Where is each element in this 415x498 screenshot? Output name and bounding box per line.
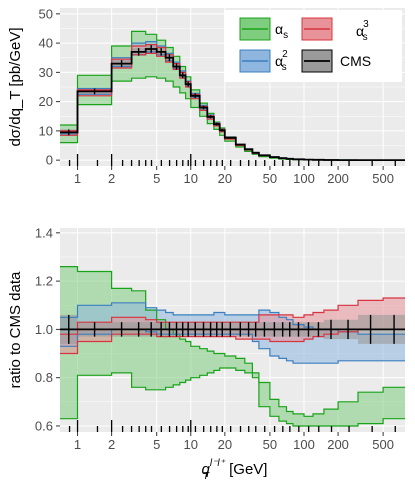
x-tick-label: 500: [372, 171, 394, 186]
x-tick-label: 1: [74, 437, 81, 452]
legend-entry-alpha-s2: α2 s: [239, 49, 288, 73]
x-axis-label: ql⁻l⁺ T [GeV]: [202, 458, 268, 482]
x-tick-label: 200: [327, 171, 349, 186]
line-high-alpha-s: [60, 266, 405, 417]
legend-label-alpha-s2: α2 s: [275, 49, 288, 73]
top-y-tick-labels: 0 10 20 30 40 50: [39, 6, 60, 168]
bottom-panel: 0.6 0.8 1.0 1.2 1.4 1 2 5 10 20 50 100 200 500 ratio…: [7, 225, 405, 482]
x-tick-label: 50: [263, 171, 277, 186]
y-tick-label: 40: [39, 36, 53, 51]
top-y-axis-label: dσ/dq_T [pb/GeV]: [7, 27, 24, 146]
legend: αs α3 s α2 s CMS: [224, 10, 402, 82]
bottom-rug-ticks: [68, 420, 396, 432]
y-tick-label: 1.2: [35, 274, 53, 289]
legend-label-alpha-s-base: α: [275, 21, 283, 37]
y-tick-label: 0.6: [35, 418, 53, 433]
x-tick-label: 500: [372, 437, 394, 452]
legend-label-alpha-s2-sub: s: [282, 62, 287, 73]
y-tick-label: 0: [46, 153, 53, 168]
bottom-y-tick-labels: 0.6 0.8 1.0 1.2 1.4: [35, 225, 60, 433]
x-axis-label-base: q: [202, 461, 211, 478]
line-high-alpha-s3: [60, 297, 405, 335]
legend-label-alpha-s3-sub: s: [363, 32, 368, 43]
legend-label-alpha-s3-sup: 3: [363, 19, 369, 30]
y-tick-label: 50: [39, 6, 53, 21]
x-tick-label: 100: [293, 437, 315, 452]
line-high-alpha-s2: [60, 302, 405, 335]
legend-label-alpha-s3-base: α: [356, 23, 364, 39]
x-tick-label: 5: [153, 437, 160, 452]
legend-entry-alpha-s: αs: [239, 17, 288, 41]
y-tick-label: 20: [39, 94, 53, 109]
x-tick-label: 5: [153, 171, 160, 186]
bottom-y-axis-label: ratio to CMS data: [7, 271, 24, 388]
top-panel: 0 10 20 30 40 50 1 2 5 10 20 50 100 200 500 dσ/dq_T […: [7, 6, 405, 186]
legend-label-alpha-s2-base: α: [275, 53, 283, 69]
x-tick-label: 100: [293, 171, 315, 186]
line-low-alpha-s: [60, 367, 405, 427]
legend-entry-cms: CMS: [301, 49, 371, 73]
band-alpha-s: [60, 266, 405, 426]
bottom-series-lines: [60, 266, 405, 427]
line-low-alpha-s3: [60, 328, 405, 355]
y-tick-label: 1.0: [35, 322, 53, 337]
top-x-tick-labels: 1 2 5 10 20 50 100 200 500: [74, 166, 394, 186]
y-tick-label: 0.8: [35, 370, 53, 385]
x-tick-label: 10: [184, 437, 198, 452]
x-tick-label: 1: [74, 171, 81, 186]
x-axis-label-sub: T: [203, 471, 210, 482]
legend-label-alpha-s2-sup: 2: [282, 49, 288, 60]
x-tick-label: 50: [263, 437, 277, 452]
bottom-x-tick-labels: 1 2 5 10 20 50 100 200 500: [74, 432, 394, 452]
top-rug-ticks: [68, 154, 396, 166]
y-tick-label: 10: [39, 123, 53, 138]
x-tick-label: 20: [218, 171, 232, 186]
legend-label-alpha-s3: α3 s: [356, 19, 369, 43]
band-alpha-s: [60, 31, 405, 161]
x-axis-label-unit: [GeV]: [225, 461, 268, 478]
x-tick-label: 200: [327, 437, 349, 452]
x-tick-label: 10: [184, 171, 198, 186]
legend-label-alpha-s-sub: s: [283, 30, 288, 41]
y-tick-label: 30: [39, 65, 53, 80]
x-axis-label-sup: l⁻l⁺: [210, 458, 226, 469]
x-tick-label: 2: [108, 437, 115, 452]
x-tick-label: 2: [108, 171, 115, 186]
legend-label-alpha-s: αs: [275, 21, 288, 41]
legend-label-cms: CMS: [340, 53, 371, 69]
x-tick-label: 20: [218, 437, 232, 452]
legend-entry-alpha-s3: α3 s: [301, 17, 369, 43]
y-tick-label: 1.4: [35, 225, 53, 240]
top-series-lines: [60, 30, 405, 161]
